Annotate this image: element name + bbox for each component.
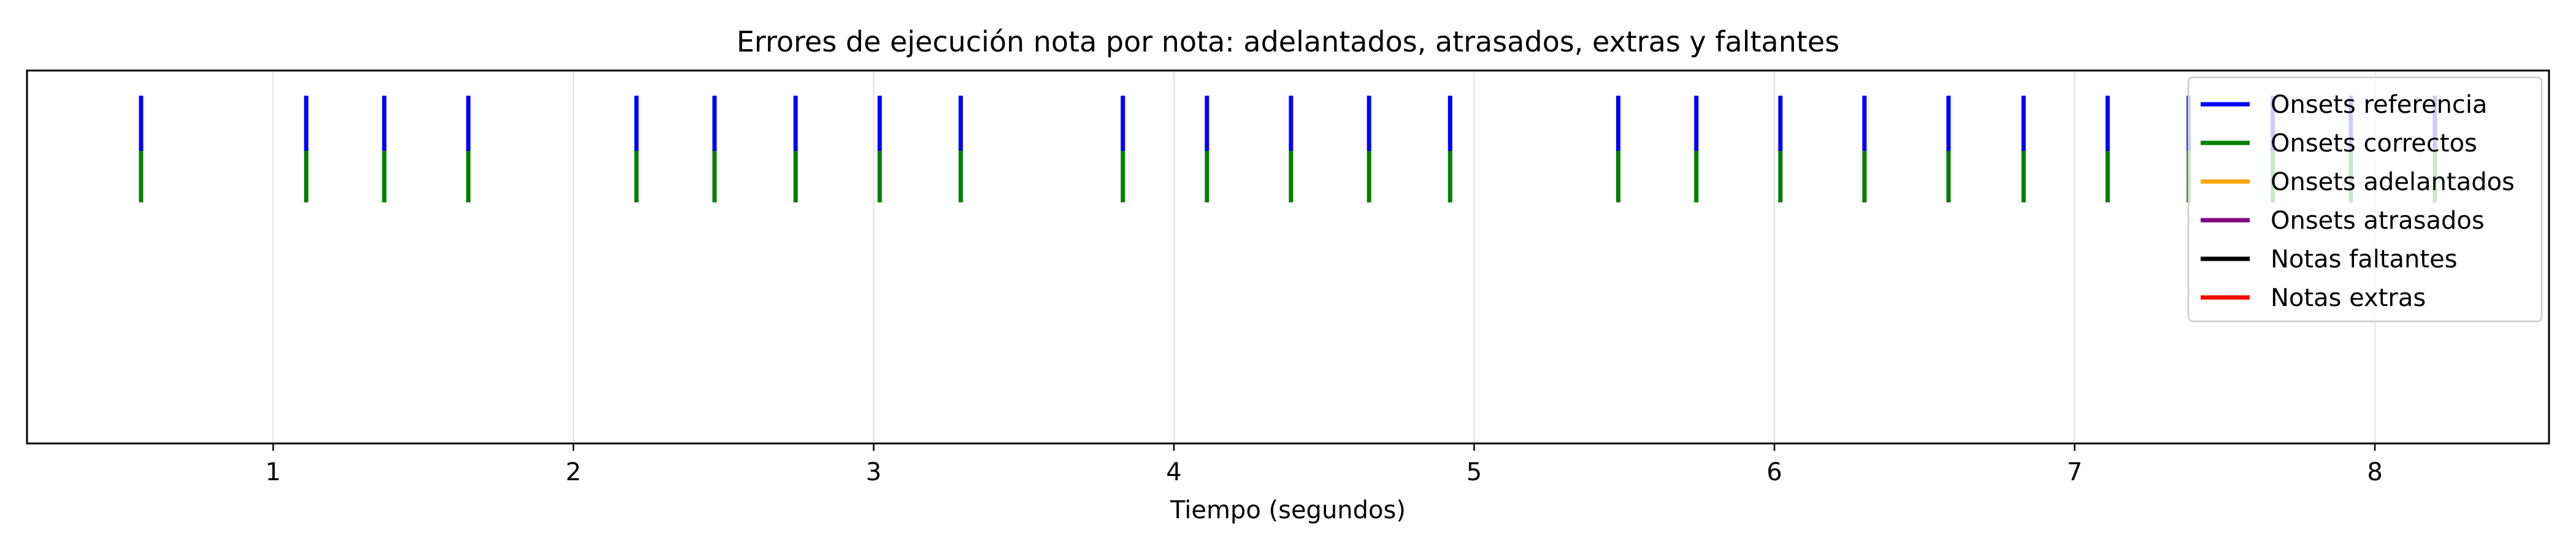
legend-frame xyxy=(2187,76,2543,323)
x-tick-label-6: 6 xyxy=(1766,458,1782,486)
x-tick-label-5: 5 xyxy=(1466,458,1482,486)
x-axis-label: Tiempo (segundos) xyxy=(1170,496,1406,524)
legend-label-2: Onsets correctos xyxy=(2271,129,2477,158)
chart-title: Errores de ejecución nota por nota: adel… xyxy=(737,25,1839,58)
x-tick-label-3: 3 xyxy=(866,458,881,486)
x-axis-ticks: 1 2 3 4 5 6 7 8 xyxy=(266,443,2383,486)
legend-label-5: Notas faltantes xyxy=(2271,245,2458,274)
x-tick-label-1: 1 xyxy=(266,458,281,486)
legend-label-6: Notas extras xyxy=(2271,284,2426,312)
plot-frame xyxy=(26,69,2550,445)
legend: Onsets referencia Onsets correctos Onsets … xyxy=(2187,76,2543,323)
legend-label-3: Onsets adelantados xyxy=(2271,168,2515,196)
legend-label-4: Onsets atrasados xyxy=(2271,207,2485,235)
legend-label-1: Onsets referencia xyxy=(2271,91,2488,119)
x-tick-label-2: 2 xyxy=(565,458,581,486)
x-tick-label-8: 8 xyxy=(2367,458,2382,486)
x-tick-label-7: 7 xyxy=(2067,458,2082,486)
legend-entries: Onsets referencia Onsets correctos Onsets … xyxy=(2201,91,2515,312)
x-tick-label-4: 4 xyxy=(1166,458,1181,486)
